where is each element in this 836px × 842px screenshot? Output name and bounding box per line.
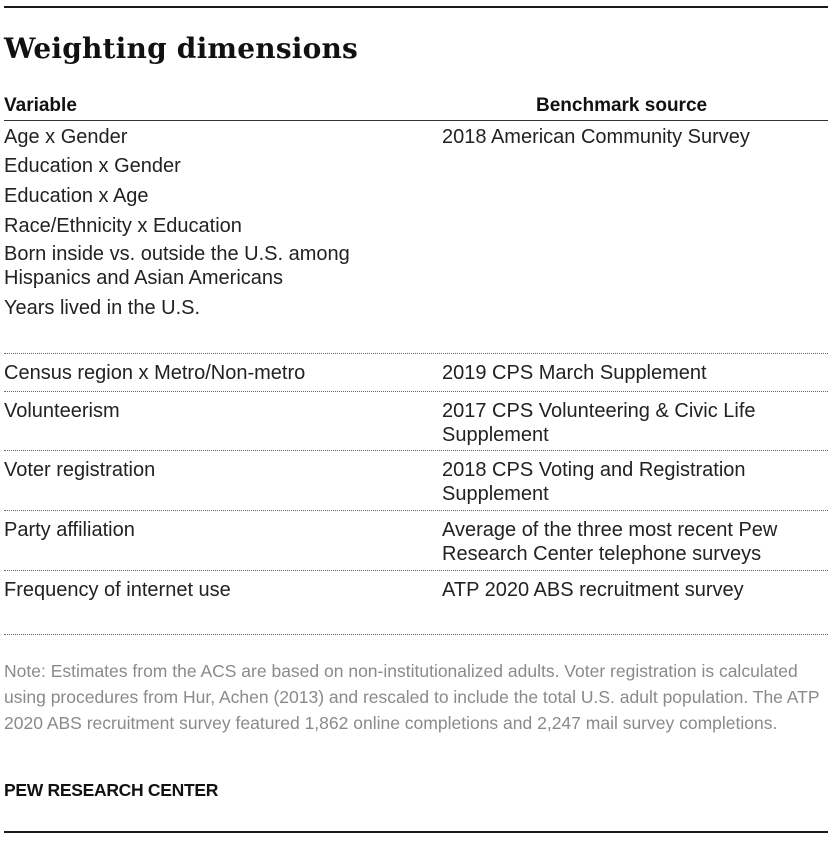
note-text: Note: Estimates from the ACS are based o… — [4, 661, 820, 733]
variable-volunteerism: Volunteerism — [4, 400, 120, 422]
variable-years-lived: Years lived in the U.S. — [4, 297, 201, 319]
table-row-internet-use: Frequency of internet use ATP 2020 ABS r… — [4, 571, 828, 635]
top-rule — [4, 6, 828, 8]
weighting-table: Age x Gender Education x Gender Educatio… — [4, 121, 828, 635]
table-row-volunteerism: Volunteerism 2017 CPS Volunteering & Civ… — [4, 392, 828, 451]
benchmark-pew-telephone: Average of the three most recent Pew Res… — [442, 519, 778, 565]
source-credit: PEW RESEARCH CENTER — [4, 780, 219, 800]
page-title: Weighting dimensions — [4, 32, 359, 65]
variable-voter-registration: Voter registration — [4, 459, 156, 481]
variable-born-inside-outside: Born inside vs. outside the U.S. among H… — [4, 243, 350, 289]
benchmark-column-header: Benchmark source — [536, 95, 708, 116]
table-row-voter-registration: Voter registration 2018 CPS Voting and R… — [4, 451, 828, 511]
variable-age-gender: Age x Gender — [4, 126, 128, 148]
benchmark-atp-abs: ATP 2020 ABS recruitment survey — [442, 579, 744, 601]
table-row-party-affiliation: Party affiliation Average of the three m… — [4, 511, 828, 571]
variable-education-age: Education x Age — [4, 185, 149, 207]
benchmark-cps-march: 2019 CPS March Supplement — [442, 362, 707, 384]
variable-party-affiliation: Party affiliation — [4, 519, 135, 541]
variable-internet-use: Frequency of internet use — [4, 579, 231, 601]
benchmark-acs: 2018 American Community Survey — [442, 126, 750, 148]
variable-column-header: Variable — [4, 95, 77, 116]
benchmark-cps-voting: 2018 CPS Voting and Registration Supplem… — [442, 459, 746, 505]
bottom-rule — [4, 831, 828, 833]
variable-census-region: Census region x Metro/Non-metro — [4, 362, 306, 384]
variable-race-education: Race/Ethnicity x Education — [4, 215, 242, 237]
header-rule — [4, 120, 828, 121]
variable-education-gender: Education x Gender — [4, 155, 181, 177]
table-row-census-region: Census region x Metro/Non-metro 2019 CPS… — [4, 354, 828, 392]
table-row-acs: Age x Gender Education x Gender Educatio… — [4, 121, 828, 354]
benchmark-cps-volunteering: 2017 CPS Volunteering & Civic Life Suppl… — [442, 400, 756, 446]
